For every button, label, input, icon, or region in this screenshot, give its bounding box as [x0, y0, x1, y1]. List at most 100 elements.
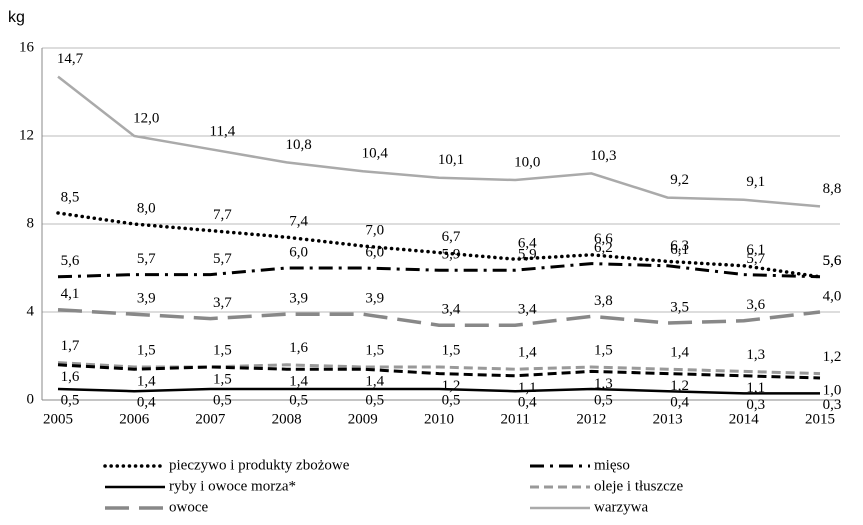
- data-label: 1,0: [823, 382, 842, 398]
- legend-label: ryby i owoce morza*: [169, 478, 296, 494]
- legend-label: pieczywo i produkty zbożowe: [169, 457, 350, 473]
- x-tick-label: 2008: [272, 411, 302, 427]
- data-label: 1,5: [137, 342, 156, 358]
- data-label: 1,5: [594, 342, 613, 358]
- data-label: 0,4: [137, 395, 156, 411]
- legend-label: warzywa: [594, 499, 648, 515]
- data-label: 0,5: [365, 392, 384, 408]
- data-label: 12,0: [133, 110, 159, 126]
- data-label: 1,2: [442, 378, 461, 394]
- y-tick-label: 8: [27, 215, 35, 231]
- data-label: 5,9: [518, 247, 537, 263]
- y-tick-label: 16: [19, 39, 35, 55]
- x-tick-label: 2007: [195, 411, 226, 427]
- data-label: 1,2: [670, 378, 689, 394]
- data-label: 1,4: [289, 374, 308, 390]
- data-label: 7,7: [213, 207, 232, 223]
- data-label: 5,7: [137, 251, 156, 267]
- data-label: 4,0: [823, 288, 842, 304]
- data-label: 0,5: [289, 392, 308, 408]
- data-label: 10,3: [590, 148, 616, 164]
- x-tick-label: 2009: [348, 411, 378, 427]
- data-label: 1,3: [594, 376, 613, 392]
- data-label: 5,9: [442, 247, 461, 263]
- data-label: 1,4: [518, 345, 537, 361]
- data-label: 6,4: [518, 236, 537, 252]
- data-label: 0,3: [746, 397, 765, 413]
- data-label: 0,4: [670, 395, 689, 411]
- legend-label: mięso: [594, 457, 630, 473]
- data-label: 1,3: [746, 347, 765, 363]
- data-label: 6,2: [594, 240, 613, 256]
- data-label: 5,7: [213, 251, 232, 267]
- data-label: 6,6: [594, 231, 613, 247]
- data-label: 5,6: [61, 253, 80, 269]
- data-label: 1,6: [61, 369, 80, 385]
- data-label: 10,0: [514, 154, 540, 170]
- data-label: 0,5: [594, 392, 613, 408]
- x-tick-label: 2012: [576, 411, 606, 427]
- data-label: 6,1: [670, 242, 689, 258]
- x-tick-label: 2015: [805, 411, 835, 427]
- data-label: 0,4: [518, 395, 537, 411]
- data-label: 1,5: [213, 342, 232, 358]
- series-line: [57, 75, 821, 208]
- data-label: 3,8: [594, 293, 613, 309]
- x-tick-label: 2006: [119, 411, 150, 427]
- data-label: 8,5: [61, 189, 80, 205]
- data-label: 6,1: [746, 242, 765, 258]
- data-label: 3,9: [365, 291, 384, 307]
- data-label: 3,4: [442, 302, 461, 318]
- data-label: 6,0: [365, 244, 384, 260]
- series-line: [56, 211, 822, 279]
- data-label: 3,5: [670, 299, 689, 315]
- x-tick-label: 2014: [729, 411, 760, 427]
- data-label: 1,1: [746, 380, 765, 396]
- data-label: 3,9: [137, 291, 156, 307]
- data-label: 0,3: [823, 397, 842, 413]
- data-label: 10,1: [438, 152, 464, 168]
- data-label: 5,7: [746, 251, 765, 267]
- data-label: 8,0: [137, 200, 156, 216]
- data-label: 3,9: [289, 291, 308, 307]
- x-tick-label: 2013: [653, 411, 683, 427]
- data-label: 3,7: [213, 295, 232, 311]
- data-label: 8,8: [823, 181, 842, 197]
- y-tick-label: 12: [19, 127, 34, 143]
- data-label: 10,4: [362, 146, 389, 162]
- data-label: 5,6: [823, 253, 842, 269]
- data-label: 6,3: [670, 238, 689, 254]
- data-label: 9,2: [670, 172, 689, 188]
- data-label: 1,1: [518, 380, 537, 396]
- data-label: 6,7: [442, 229, 461, 245]
- data-label: 11,4: [210, 124, 236, 140]
- data-label: 1,6: [289, 340, 308, 356]
- data-label: 7,0: [365, 222, 384, 238]
- data-label: 1,4: [670, 345, 689, 361]
- data-label: 14,7: [57, 51, 84, 67]
- data-label: 1,5: [442, 342, 461, 358]
- data-label: 1,7: [61, 338, 80, 354]
- series-line: [57, 262, 821, 279]
- x-tick-label: 2010: [424, 411, 454, 427]
- data-label: 10,8: [285, 137, 311, 153]
- data-label: 1,4: [137, 374, 156, 390]
- data-label: 1,2: [823, 349, 842, 365]
- data-label: 4,1: [61, 286, 80, 302]
- data-label: 0,5: [61, 392, 80, 408]
- y-tick-label: 0: [27, 391, 35, 407]
- data-label: 3,6: [746, 297, 765, 313]
- data-label: 0,5: [213, 392, 232, 408]
- legend-label: owoce: [169, 499, 208, 515]
- y-tick-label: 4: [27, 303, 35, 319]
- data-label: 6,0: [289, 244, 308, 260]
- x-tick-label: 2005: [43, 411, 73, 427]
- legend-label: oleje i tłuszcze: [594, 478, 683, 494]
- y-axis-label: kg: [8, 9, 25, 26]
- data-label: 5,6: [823, 253, 842, 269]
- data-label: 1,5: [365, 342, 384, 358]
- series-line: [57, 363, 821, 380]
- x-tick-label: 2011: [500, 411, 529, 427]
- data-label: 3,4: [518, 302, 537, 318]
